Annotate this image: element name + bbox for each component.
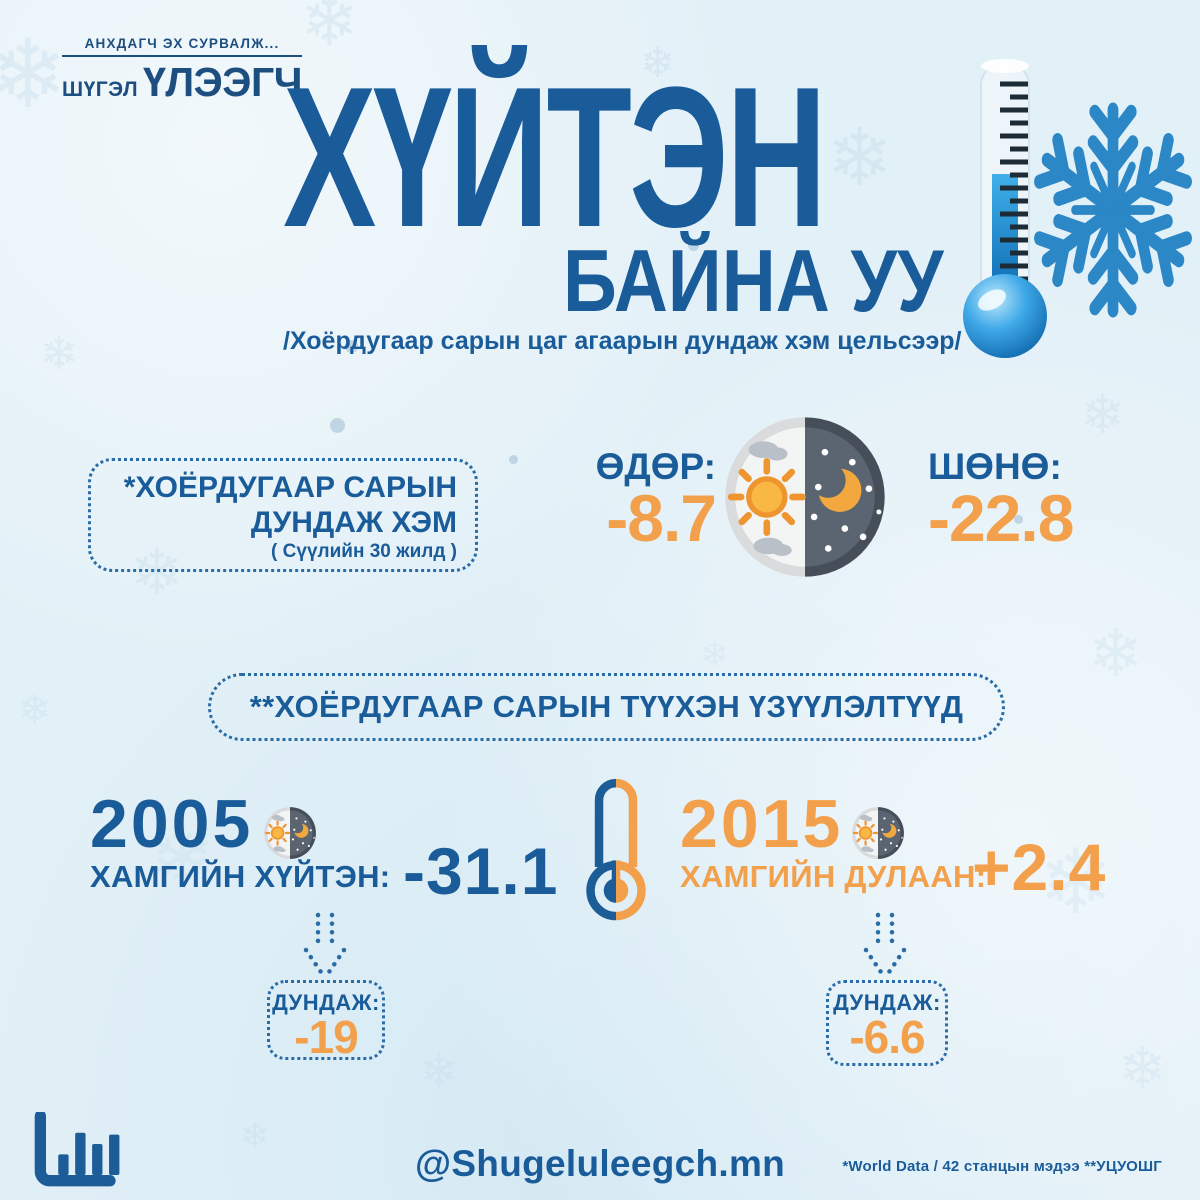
night-label: ШӨНӨ: <box>928 446 1062 487</box>
thermometer-icon <box>963 59 1047 358</box>
day-night-icon <box>851 806 905 860</box>
snowflake-decoration: ❄ <box>1080 385 1126 445</box>
snowflake-decoration: ❄ <box>18 688 52 732</box>
snowflake-decoration: ❄ <box>1038 833 1114 933</box>
warmest-label: ХАМГИЙН ДУЛААН: <box>680 859 987 894</box>
warm-year: 2015 <box>680 786 844 862</box>
night-value: -22.8 <box>928 481 1074 555</box>
down-arrow-icon <box>303 912 347 981</box>
average-label-line3: ( Сүүлийн 30 жилд ) <box>271 541 457 562</box>
snowflake-decoration: ❄ <box>640 39 676 86</box>
snowflake-decoration: ❄ <box>40 327 79 379</box>
warm-average-value: -6.6 <box>849 1011 925 1063</box>
cold-average-label: ДУНДАЖ: <box>272 990 380 1015</box>
brand-name-large: ҮЛЭЭГЧ <box>143 59 303 105</box>
average-label-line2: ДУНДАЖ ХЭМ <box>250 506 457 539</box>
day-night-icon <box>263 806 317 860</box>
cold-year: 2005 <box>90 786 254 862</box>
page-title: ХҮЙТЭН <box>283 46 827 269</box>
page-title-line2: БАЙНА УУ <box>563 231 944 330</box>
page-subtitle: /Хоёрдугаар сарын цаг агаарын дундаж хэм… <box>283 327 962 355</box>
two-tone-thermometer-icon <box>586 778 646 921</box>
snowflake-decoration: ❄ <box>148 813 217 904</box>
snowflake-decoration: ❄ <box>130 536 184 608</box>
warm-average-label: ДУНДАЖ: <box>833 990 941 1015</box>
cold-average-value: -19 <box>294 1011 358 1063</box>
brand-tagline: АНХДАГЧ ЭХ СУРВАЛЖ... <box>62 36 303 57</box>
snowflake-decoration: ❄ <box>700 636 729 674</box>
day-label: ӨДӨР: <box>595 446 716 487</box>
average-label-line1: *ХОЁРДУГААР САРЫН <box>123 471 457 504</box>
brand-name-small: ШҮГЭЛ <box>62 78 139 101</box>
snowflake-decoration: ❄ <box>0 22 68 128</box>
dot-decoration <box>688 240 699 251</box>
day-temperature-stat: ӨДӨР: -8.7 <box>520 446 717 555</box>
night-temperature-stat: ШӨНӨ: -22.8 <box>928 446 1158 555</box>
snowflake-decoration: ❄ <box>420 1045 459 1097</box>
snowflake-decoration: ❄ <box>1088 616 1144 690</box>
source-note: *World Data / 42 станцын мэдээ **УЦУОШГ <box>842 1158 1162 1175</box>
snowflake-decoration: ❄ <box>826 113 894 202</box>
day-value: -8.7 <box>606 481 717 555</box>
brand-logo: АНХДАГЧ ЭХ СУРВАЛЖ... ШҮГЭЛ ҮЛЭЭГЧ <box>62 36 303 106</box>
cold-average-box: ДУНДАЖ: -19 <box>267 980 385 1060</box>
social-handle: @Shugeluleegch.mn <box>414 1143 786 1184</box>
day-night-icon <box>722 414 888 580</box>
dot-decoration <box>1014 515 1023 524</box>
snowflake-icon <box>1034 102 1192 318</box>
history-section-header: **ХОЁРДУГААР САРЫН ТҮҮХЭН ҮЗҮҮЛЭЛТҮҮД <box>208 673 1005 741</box>
warmest-value: +2.4 <box>972 830 1107 904</box>
snowflake-decoration: ❄ <box>300 0 359 60</box>
dot-decoration <box>330 418 345 433</box>
snowflake-decoration: ❄ <box>240 1115 271 1156</box>
dot-decoration <box>509 455 518 464</box>
coldest-value: -31.1 <box>403 834 559 908</box>
dot-decoration <box>345 340 358 353</box>
warm-average-box: ДУНДАЖ: -6.6 <box>826 980 948 1066</box>
coldest-label: ХАМГИЙН ХҮЙТЭН: <box>90 859 391 894</box>
bar-chart-icon <box>34 1112 120 1187</box>
average-label-box: *ХОЁРДУГААР САРЫН ДУНДАЖ ХЭМ ( Сүүлийн 3… <box>88 458 478 572</box>
down-arrow-icon <box>863 912 907 981</box>
snowflake-decoration: ❄ <box>1118 1036 1167 1101</box>
